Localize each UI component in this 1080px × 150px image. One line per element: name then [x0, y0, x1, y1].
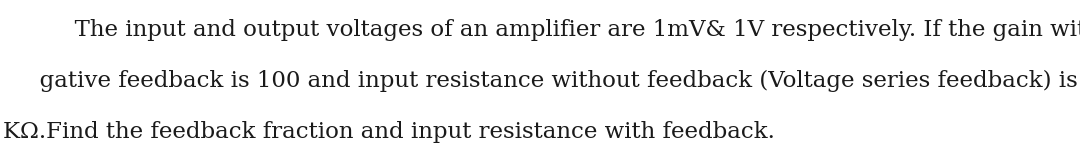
Text: KΩ.Find the feedback fraction and input resistance with feedback.: KΩ.Find the feedback fraction and input …: [3, 121, 775, 143]
Text: gative feedback is 100 and input resistance without feedback (Voltage series fee: gative feedback is 100 and input resista…: [35, 70, 1080, 92]
Text: The input and output voltages of an amplifier are 1mV& 1V respectively. If the g: The input and output voltages of an ampl…: [70, 19, 1080, 41]
